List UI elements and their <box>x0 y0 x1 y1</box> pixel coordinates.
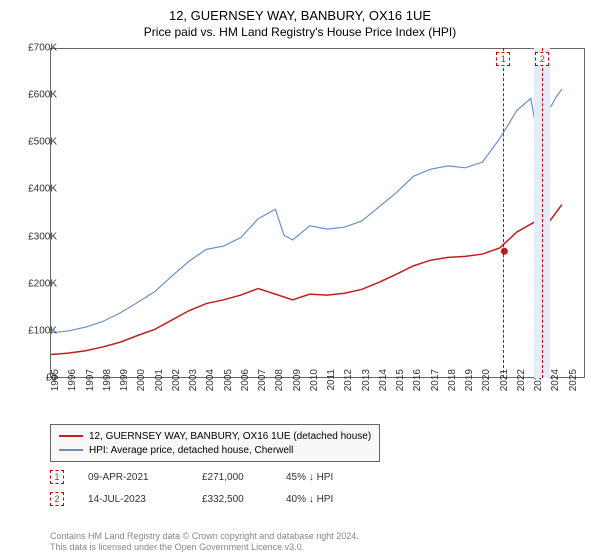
sale-marker-number: 1 <box>496 52 510 66</box>
x-tick-label: 2017 <box>430 369 441 399</box>
transaction-date: 09-APR-2021 <box>88 472 178 483</box>
x-tick-label: 2009 <box>292 369 303 399</box>
transaction-marker: 1 <box>50 470 64 484</box>
sale-point-dot <box>501 248 508 255</box>
legend-swatch <box>59 435 83 437</box>
chart-container: { "title": "12, GUERNSEY WAY, BANBURY, O… <box>0 0 600 560</box>
line-chart <box>50 48 585 378</box>
x-tick-label: 2003 <box>188 369 199 399</box>
legend-label: HPI: Average price, detached house, Cher… <box>89 445 293 456</box>
x-tick-label: 1998 <box>102 369 113 399</box>
y-tick-label: £200K <box>12 278 57 289</box>
x-tick-label: 2016 <box>412 369 423 399</box>
transaction-row: 1 09-APR-2021 £271,000 45% ↓ HPI <box>50 470 366 484</box>
y-tick-label: £400K <box>12 184 57 195</box>
transaction-hpi-diff: 40% ↓ HPI <box>286 494 366 505</box>
x-tick-label: 1997 <box>85 369 96 399</box>
x-tick-label: 1996 <box>67 369 78 399</box>
sale-highlight-band <box>534 48 550 378</box>
legend-item: 12, GUERNSEY WAY, BANBURY, OX16 1UE (det… <box>59 429 371 443</box>
sale-marker-number: 2 <box>535 52 549 66</box>
x-tick-label: 2000 <box>136 369 147 399</box>
x-tick-label: 2006 <box>240 369 251 399</box>
x-tick-label: 2018 <box>447 369 458 399</box>
transaction-price: £332,500 <box>202 494 262 505</box>
series-hpi <box>51 89 562 333</box>
footer-line1: Contains HM Land Registry data © Crown c… <box>50 531 359 543</box>
x-tick-label: 2020 <box>481 369 492 399</box>
x-tick-label: 1999 <box>119 369 130 399</box>
y-tick-label: £600K <box>12 90 57 101</box>
chart-svg <box>51 49 586 379</box>
x-tick-label: 2022 <box>516 369 527 399</box>
series-property <box>51 205 562 355</box>
y-tick-label: £300K <box>12 231 57 242</box>
legend: 12, GUERNSEY WAY, BANBURY, OX16 1UE (det… <box>50 424 380 462</box>
x-tick-label: 2008 <box>274 369 285 399</box>
x-tick-label: 2015 <box>395 369 406 399</box>
transaction-marker: 2 <box>50 492 64 506</box>
legend-swatch <box>59 449 83 451</box>
x-tick-label: 2019 <box>464 369 475 399</box>
x-tick-label: 2007 <box>257 369 268 399</box>
legend-item: HPI: Average price, detached house, Cher… <box>59 443 371 457</box>
transaction-price: £271,000 <box>202 472 262 483</box>
y-tick-label: £700K <box>12 43 57 54</box>
transaction-row: 2 14-JUL-2023 £332,500 40% ↓ HPI <box>50 492 366 506</box>
transaction-date: 14-JUL-2023 <box>88 494 178 505</box>
x-tick-label: 2014 <box>378 369 389 399</box>
page-subtitle: Price paid vs. HM Land Registry's House … <box>0 23 600 45</box>
x-tick-label: 2002 <box>171 369 182 399</box>
x-tick-label: 2025 <box>568 369 579 399</box>
transaction-hpi-diff: 45% ↓ HPI <box>286 472 366 483</box>
legend-label: 12, GUERNSEY WAY, BANBURY, OX16 1UE (det… <box>89 431 371 442</box>
x-tick-label: 2012 <box>343 369 354 399</box>
y-tick-label: £500K <box>12 137 57 148</box>
x-tick-label: 2010 <box>309 369 320 399</box>
page-title: 12, GUERNSEY WAY, BANBURY, OX16 1UE <box>0 0 600 23</box>
x-tick-label: 2001 <box>154 369 165 399</box>
y-tick-label: £100K <box>12 325 57 336</box>
x-tick-label: 2013 <box>361 369 372 399</box>
x-tick-label: 2024 <box>550 369 561 399</box>
footer-attribution: Contains HM Land Registry data © Crown c… <box>50 531 359 554</box>
footer-line2: This data is licensed under the Open Gov… <box>50 542 359 554</box>
x-tick-label: 1995 <box>50 369 61 399</box>
x-tick-label: 2004 <box>205 369 216 399</box>
x-tick-label: 2005 <box>223 369 234 399</box>
x-tick-label: 2011 <box>326 369 337 399</box>
x-tick-label: 2021 <box>499 369 510 399</box>
